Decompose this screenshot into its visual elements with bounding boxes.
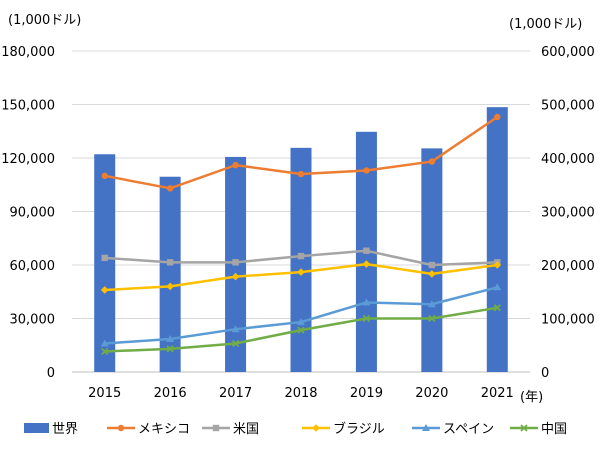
bar-world-2015 [94,154,116,372]
data-point [428,314,436,323]
legend-label: 中国 [541,422,567,437]
data-point [428,158,436,165]
data-point [362,298,371,306]
right-tick-label: 0 [541,366,549,381]
left-tick-label: 30,000 [10,313,56,328]
data-point [427,300,436,308]
line-series [100,113,502,356]
data-point [100,339,109,347]
x-axis: 2015 2016 2017 2018 2019 2020 2021 [88,386,514,401]
data-point [166,259,174,266]
x-tick-label: 2020 [415,386,448,401]
legend-label: メキシコ [138,422,190,437]
line-series-3 [100,283,502,347]
right-tick-label: 200,000 [541,259,595,274]
legend-item: 世界 [24,422,78,437]
x-tick-label: 2015 [88,386,121,401]
legend-marker [520,424,528,432]
data-point [166,345,174,353]
legend-item: スペイン [412,422,494,437]
x-tick-label: 2019 [350,386,383,401]
legend-item: 中国 [510,422,567,437]
data-point [363,167,370,174]
data-point [493,283,502,291]
data-point [297,326,305,334]
bar-series-world [94,107,508,373]
bar-world-2018 [290,147,312,372]
right-tick-label: 100,000 [541,313,595,328]
legend-marker [212,424,220,432]
line-series-0 [101,113,501,192]
line-series-4 [101,304,501,356]
line-series-2 [100,260,502,294]
data-point [493,304,501,312]
legend-item: メキシコ [107,422,190,437]
data-point [232,259,239,266]
x-tick-label: 2016 [154,386,187,401]
data-point [428,270,436,278]
left-tick-label: 180,000 [1,45,55,60]
legend-label: スペイン [443,422,494,437]
left-tick-label: 60,000 [10,259,56,274]
x-tick-label: 2021 [481,386,514,401]
data-point [101,172,108,180]
bar-world-2021 [486,107,508,373]
data-point [231,325,240,333]
data-point [297,252,305,260]
right-tick-label: 300,000 [541,206,595,221]
legend-label: ブラジル [333,421,385,437]
legend-marker [117,424,125,432]
data-point [101,347,109,356]
legend-swatch [24,423,49,433]
right-tick-label: 600,000 [541,45,595,60]
data-point [362,314,371,323]
left-tick-label: 90,000 [10,206,56,221]
legend-marker [312,424,320,432]
right-tick-label: 500,000 [541,99,595,114]
legend-item: ブラジル [302,421,385,437]
data-point [428,261,436,269]
data-point [100,286,109,294]
legend-label: 世界 [52,422,78,437]
left-tick-label: 150,000 [1,99,55,114]
bar-world-2016 [159,176,181,372]
data-point [297,318,305,326]
x-tick-label: 2018 [284,386,317,401]
left-axis: 0 30,000 60,000 90,000 120,000 150,000 180,000 [1,45,55,381]
data-point [232,161,239,169]
left-unit-label: (1,000ドル) [8,13,81,28]
legend-marker [422,424,430,431]
data-point [494,113,501,121]
data-point [231,339,240,348]
legend-item: 米国 [202,422,259,437]
left-tick-label: 0 [47,366,55,381]
data-point [166,185,174,192]
data-point [166,335,175,343]
data-point [362,260,371,268]
legend-label: 米国 [233,422,259,437]
data-point [166,282,174,291]
left-tick-label: 120,000 [1,152,55,167]
legend: 世界 メキシコ 米国 ブラジル スペイン 中国 [24,421,567,437]
right-unit-label: (1,000ドル) [509,17,582,32]
data-point [297,170,305,178]
right-axis: 0 100,000 200,000 300,000 400,000 500,000 600,… [541,45,595,381]
bar-world-2020 [421,148,443,372]
data-point [363,247,370,254]
data-point [297,268,305,276]
data-point [231,272,240,281]
data-point [101,254,108,262]
x-tick-label: 2017 [219,386,252,401]
x-unit-label: (年) [520,390,543,405]
data-point [493,261,502,269]
right-tick-label: 400,000 [541,152,595,167]
